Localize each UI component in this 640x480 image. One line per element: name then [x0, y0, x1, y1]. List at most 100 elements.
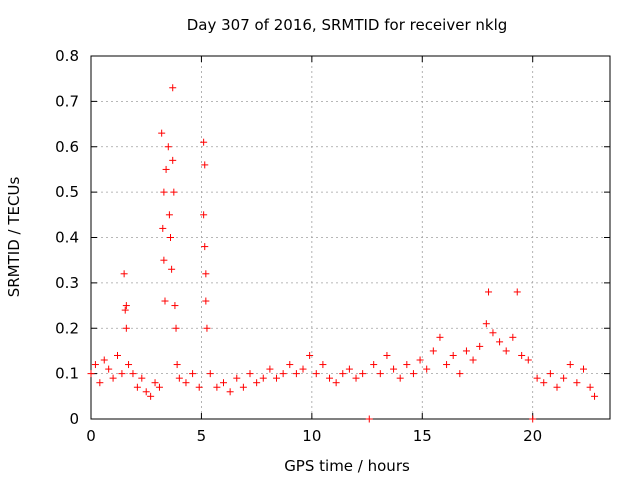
data-point [332, 379, 340, 387]
data-point [164, 143, 172, 151]
data-point [443, 361, 451, 369]
data-point [259, 374, 267, 382]
y-tick-label: 0.8 [55, 47, 79, 65]
data-point [158, 129, 166, 137]
data-point [365, 415, 373, 423]
data-point [326, 374, 334, 382]
data-point [476, 342, 484, 350]
data-point [529, 415, 537, 423]
data-point [509, 333, 517, 341]
data-point [540, 379, 548, 387]
data-point [253, 379, 261, 387]
data-point [171, 302, 179, 310]
data-point [591, 392, 599, 400]
data-point [286, 361, 294, 369]
data-point [376, 370, 384, 378]
data-point [560, 374, 568, 382]
data-point [573, 379, 581, 387]
data-point [160, 188, 168, 196]
data-point [456, 370, 464, 378]
data-point [91, 361, 99, 369]
x-tick-label: 15 [413, 427, 432, 445]
data-point [312, 370, 320, 378]
x-tick-label: 0 [86, 427, 96, 445]
y-tick-label: 0.3 [55, 274, 79, 292]
data-point [396, 374, 404, 382]
data-point [416, 356, 424, 364]
data-point [352, 374, 360, 382]
data-point [423, 365, 431, 373]
data-point [151, 379, 159, 387]
data-point [200, 138, 208, 146]
data-point [533, 374, 541, 382]
data-point [546, 370, 554, 378]
data-point [133, 383, 141, 391]
data-point [299, 365, 307, 373]
y-axis-label: SRMTID / TECUs [5, 177, 23, 298]
data-point [469, 356, 477, 364]
data-point [201, 243, 209, 251]
data-point [266, 365, 274, 373]
data-point [121, 306, 129, 314]
y-tick-label: 0 [69, 410, 79, 428]
data-point [168, 265, 176, 273]
data-point [201, 161, 209, 169]
data-point [161, 297, 169, 305]
data-point [202, 270, 210, 278]
data-point [170, 188, 178, 196]
data-point [114, 351, 122, 359]
data-point [167, 234, 175, 241]
data-point [239, 383, 247, 391]
data-point [306, 351, 314, 359]
data-point [160, 256, 168, 264]
data-point [390, 365, 398, 373]
data-point [292, 370, 300, 378]
data-points [87, 84, 599, 423]
data-point [100, 356, 108, 364]
data-point [246, 370, 254, 378]
data-point [182, 379, 190, 387]
data-point [173, 361, 181, 369]
data-point [147, 392, 155, 400]
data-point [462, 347, 470, 355]
chart-title: Day 307 of 2016, SRMTID for receiver nkl… [187, 16, 508, 34]
data-point [129, 370, 137, 378]
data-point [213, 383, 221, 391]
data-point [220, 379, 228, 387]
data-point [122, 302, 130, 310]
data-point [120, 270, 128, 278]
x-tick-label: 10 [302, 427, 321, 445]
data-point [162, 165, 170, 173]
data-point [233, 374, 241, 382]
data-point [319, 361, 327, 369]
data-point [165, 211, 173, 219]
data-point [489, 329, 497, 337]
data-point [429, 347, 437, 355]
x-axis: 0 5 10 15 20 [86, 56, 542, 445]
data-point [109, 374, 117, 382]
data-point [279, 370, 287, 378]
data-point [513, 288, 521, 296]
data-point [206, 370, 214, 378]
data-point [195, 383, 203, 391]
y-tick-label: 0.5 [55, 183, 79, 201]
data-point [485, 288, 493, 296]
data-point [359, 370, 367, 378]
data-point [518, 351, 526, 359]
data-point [403, 361, 411, 369]
data-point [189, 370, 197, 378]
data-point [436, 333, 444, 341]
data-point [122, 324, 130, 332]
data-point [586, 383, 594, 391]
data-point [553, 383, 561, 391]
y-tick-label: 0.4 [55, 229, 79, 247]
data-point [409, 370, 417, 378]
data-point [159, 224, 167, 232]
data-point [175, 374, 183, 382]
data-point [125, 361, 133, 369]
data-point [579, 365, 587, 373]
data-point [482, 320, 490, 328]
data-point [502, 347, 510, 355]
data-point [155, 383, 163, 391]
